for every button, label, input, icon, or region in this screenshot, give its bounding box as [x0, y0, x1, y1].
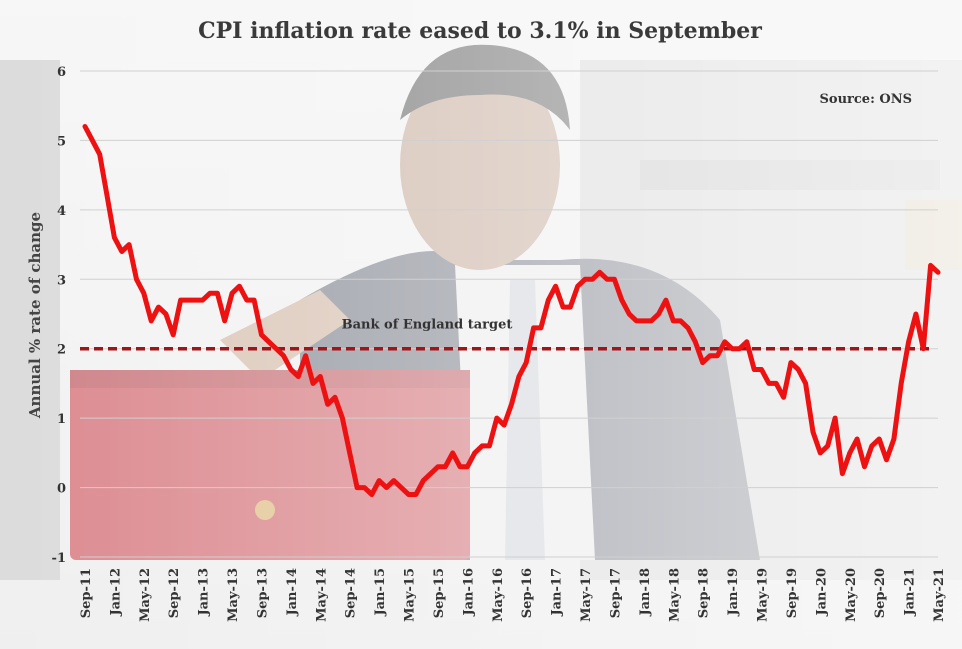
x-tick-label: Sep-12 [167, 568, 182, 618]
x-tick-label: May-21 [932, 568, 947, 622]
y-tick-label: 0 [57, 482, 66, 497]
x-tick-label: May-16 [491, 568, 506, 622]
x-tick-label: Sep-16 [520, 568, 535, 618]
target-line-group: Bank of England target [80, 318, 930, 351]
x-tick-labels: Sep-11 Jan-12 May-12 Sep-12 Jan-13 May-13 Sep-… [79, 568, 962, 622]
x-tick-label: Jan-17 [550, 568, 565, 617]
chart-title: CPI inflation rate eased to 3.1% in Sept… [198, 18, 762, 44]
y-tick-label: -1 [52, 551, 66, 566]
y-tick-label: 1 [57, 412, 66, 427]
target-label: Bank of England target [342, 318, 513, 333]
x-tick-label: May-20 [844, 568, 859, 622]
y-tick-label: 5 [57, 134, 66, 149]
x-tick-label: Jan-15 [373, 568, 388, 617]
y-axis-label: Annual % rate of change [26, 212, 44, 419]
x-tick-label: Jan-18 [638, 568, 653, 617]
x-tick-label: Jan-14 [285, 568, 300, 617]
x-tick-label: Jan-12 [108, 568, 123, 617]
x-tick-label: Jan-13 [197, 568, 212, 617]
x-tick-label: May-15 [403, 568, 418, 622]
x-tick-label: Sep-19 [785, 568, 800, 618]
y-tick-label: 4 [57, 204, 66, 219]
x-tick-label: Sep-17 [608, 568, 623, 618]
x-tick-label: Sep-18 [697, 568, 712, 618]
x-tick-label: May-18 [667, 568, 682, 622]
x-tick-label: Sep-20 [873, 568, 888, 618]
x-tick-label: May-17 [579, 568, 594, 622]
x-tick-label: May-19 [756, 568, 771, 622]
x-tick-label: Sep-13 [255, 568, 270, 618]
y-tick-labels: -1 0 1 2 3 4 5 6 [52, 65, 66, 566]
y-tick-label: 6 [57, 65, 66, 80]
x-tick-label: Sep-15 [432, 568, 447, 618]
x-tick-label: May-14 [314, 568, 329, 622]
y-tick-label: 3 [57, 273, 66, 288]
x-tick-label: Jan-19 [726, 568, 741, 617]
source-note: Source: ONS [820, 92, 912, 107]
series-group [82, 124, 941, 497]
x-tick-label: Sep-14 [344, 568, 359, 618]
x-tick-label: May-12 [138, 568, 153, 622]
x-tick-label: Jan-16 [461, 568, 476, 617]
y-tick-label: 2 [57, 343, 66, 358]
x-tick-label: Sep-11 [79, 568, 94, 618]
x-tick-label: Jan-20 [814, 568, 829, 617]
x-tick-label: May-13 [226, 568, 241, 622]
x-tick-label: Jan-21 [903, 568, 918, 617]
